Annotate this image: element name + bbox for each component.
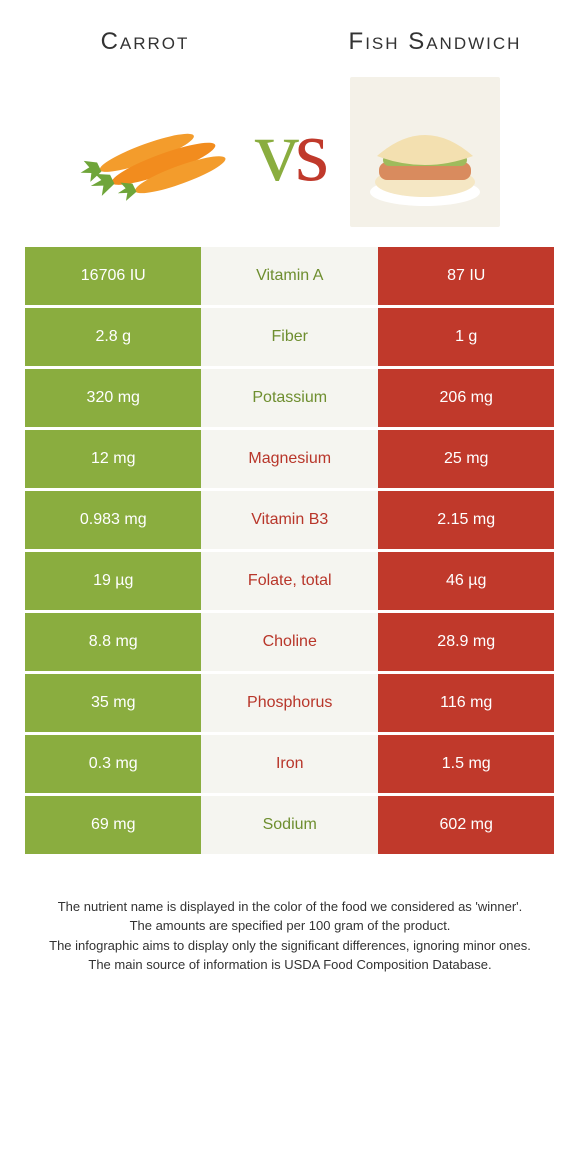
right-value: 25 mg [378, 430, 554, 488]
nutrient-name: Sodium [201, 796, 377, 854]
table-row: 69 mgSodium602 mg [25, 796, 555, 854]
table-row: 0.3 mgIron1.5 mg [25, 735, 555, 793]
right-value: 1 g [378, 308, 554, 366]
table-row: 0.983 mgVitamin B32.15 mg [25, 491, 555, 549]
right-value: 1.5 mg [378, 735, 554, 793]
left-value: 16706 IU [25, 247, 201, 305]
left-value: 19 µg [25, 552, 201, 610]
table-row: 12 mgMagnesium25 mg [25, 430, 555, 488]
nutrient-name: Iron [201, 735, 377, 793]
nutrient-name: Choline [201, 613, 377, 671]
left-value: 69 mg [25, 796, 201, 854]
right-value: 46 µg [378, 552, 554, 610]
left-food-title: Carrot [0, 28, 290, 57]
footer-line: The nutrient name is displayed in the co… [40, 897, 540, 917]
nutrient-name: Phosphorus [201, 674, 377, 732]
table-row: 320 mgPotassium206 mg [25, 369, 555, 427]
left-value: 2.8 g [25, 308, 201, 366]
right-value: 116 mg [378, 674, 554, 732]
left-value: 35 mg [25, 674, 201, 732]
table-row: 2.8 gFiber1 g [25, 308, 555, 366]
vs-label: vs [255, 108, 325, 196]
carrot-image [75, 87, 235, 217]
footer-notes: The nutrient name is displayed in the co… [0, 857, 580, 975]
table-row: 19 µgFolate, total46 µg [25, 552, 555, 610]
left-value: 0.3 mg [25, 735, 201, 793]
left-value: 320 mg [25, 369, 201, 427]
right-value: 87 IU [378, 247, 554, 305]
nutrient-name: Magnesium [201, 430, 377, 488]
table-row: 8.8 mgCholine28.9 mg [25, 613, 555, 671]
hero-row: vs [0, 67, 580, 247]
left-value: 8.8 mg [25, 613, 201, 671]
right-value: 206 mg [378, 369, 554, 427]
nutrient-name: Vitamin B3 [201, 491, 377, 549]
right-value: 28.9 mg [378, 613, 554, 671]
nutrient-name: Potassium [201, 369, 377, 427]
footer-line: The amounts are specified per 100 gram o… [40, 916, 540, 936]
nutrient-name: Fiber [201, 308, 377, 366]
nutrient-name: Folate, total [201, 552, 377, 610]
left-value: 0.983 mg [25, 491, 201, 549]
footer-line: The main source of information is USDA F… [40, 955, 540, 975]
footer-line: The infographic aims to display only the… [40, 936, 540, 956]
right-food-title: Fish Sandwich [290, 28, 580, 57]
left-value: 12 mg [25, 430, 201, 488]
right-value: 602 mg [378, 796, 554, 854]
right-value: 2.15 mg [378, 491, 554, 549]
nutrient-table: 16706 IUVitamin A87 IU2.8 gFiber1 g320 m… [25, 247, 555, 854]
nutrient-name: Vitamin A [201, 247, 377, 305]
sandwich-image [345, 87, 505, 217]
table-row: 16706 IUVitamin A87 IU [25, 247, 555, 305]
table-row: 35 mgPhosphorus116 mg [25, 674, 555, 732]
